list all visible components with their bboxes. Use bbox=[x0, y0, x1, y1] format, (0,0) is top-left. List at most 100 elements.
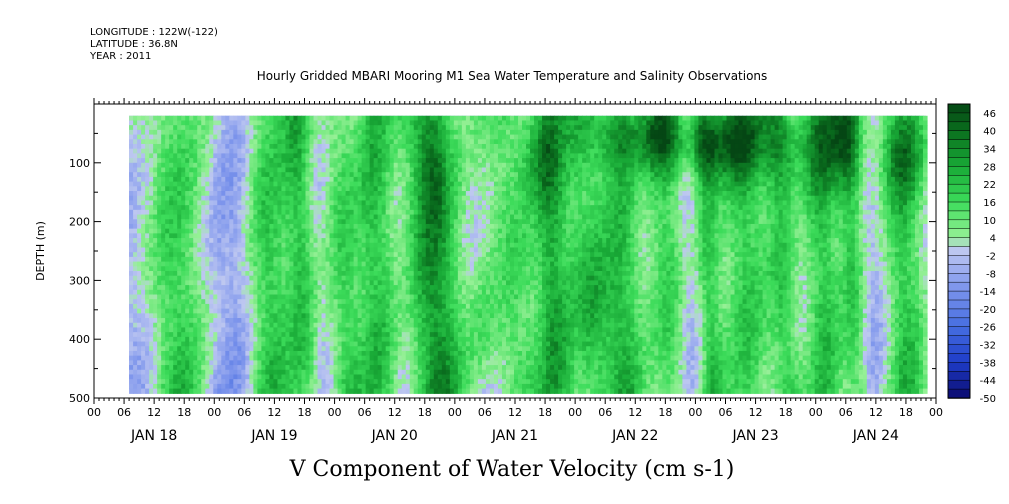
heatmap-cell bbox=[329, 369, 335, 376]
heatmap-cell bbox=[141, 332, 146, 338]
heatmap-cell bbox=[265, 360, 271, 366]
heatmap-cell bbox=[189, 176, 194, 183]
heatmap-cell bbox=[413, 195, 419, 202]
heatmap-cell bbox=[153, 158, 158, 164]
heatmap-cell bbox=[429, 134, 435, 140]
heatmap-cell bbox=[169, 261, 174, 267]
heatmap-cell bbox=[193, 252, 198, 258]
heatmap-cell bbox=[305, 191, 311, 197]
heatmap-cell bbox=[341, 200, 347, 206]
heatmap-cell bbox=[209, 285, 214, 291]
heatmap-cell bbox=[261, 120, 267, 126]
heatmap-cell bbox=[369, 134, 375, 140]
heatmap-cell bbox=[413, 365, 419, 371]
heatmap-cell bbox=[337, 200, 343, 206]
heatmap-cell bbox=[277, 134, 283, 140]
heatmap-cell bbox=[205, 125, 210, 131]
heatmap-cell bbox=[349, 299, 355, 305]
heatmap-cell bbox=[421, 181, 427, 187]
heatmap-cell bbox=[429, 176, 435, 183]
heatmap-cell bbox=[257, 209, 262, 216]
heatmap-cell bbox=[221, 299, 226, 305]
heatmap-cell bbox=[129, 360, 134, 366]
heatmap-cell bbox=[281, 318, 287, 324]
heatmap-cell bbox=[193, 120, 198, 126]
heatmap-cell bbox=[297, 120, 303, 126]
heatmap-cell bbox=[433, 129, 439, 136]
heatmap-cell bbox=[325, 280, 331, 286]
heatmap-cell bbox=[361, 336, 367, 343]
heatmap-cell bbox=[209, 388, 214, 394]
heatmap-cell bbox=[169, 289, 174, 296]
heatmap-cell bbox=[373, 162, 379, 169]
heatmap-cell bbox=[377, 228, 383, 234]
heatmap-cell bbox=[157, 313, 162, 319]
heatmap-cell bbox=[313, 289, 319, 296]
heatmap-cell bbox=[409, 186, 415, 192]
heatmap-cell bbox=[265, 270, 271, 277]
heatmap-cell bbox=[309, 205, 315, 211]
heatmap-cell bbox=[397, 181, 403, 187]
heatmap-cell bbox=[233, 200, 238, 206]
heatmap-cell bbox=[301, 261, 307, 267]
heatmap-cell bbox=[425, 158, 431, 164]
heatmap-cell bbox=[269, 186, 275, 192]
heatmap-cell bbox=[133, 261, 138, 267]
heatmap-cell bbox=[193, 115, 198, 122]
heatmap-cell bbox=[321, 181, 327, 187]
heatmap-cell bbox=[329, 200, 335, 206]
heatmap-cell bbox=[349, 252, 355, 258]
heatmap-cell bbox=[245, 336, 250, 343]
heatmap-cell bbox=[409, 285, 415, 291]
heatmap-cell bbox=[157, 139, 162, 145]
heatmap-cell bbox=[213, 205, 218, 211]
heatmap-cell bbox=[461, 341, 467, 347]
heatmap-cell bbox=[341, 205, 347, 211]
heatmap-cell bbox=[409, 209, 415, 216]
heatmap-cell bbox=[321, 219, 327, 225]
heatmap-cell bbox=[369, 223, 375, 230]
heatmap-cell bbox=[281, 308, 287, 314]
heatmap-cell bbox=[393, 289, 399, 296]
heatmap-cell bbox=[409, 369, 415, 376]
heatmap-cell bbox=[265, 153, 271, 159]
heatmap-cell bbox=[445, 153, 451, 159]
heatmap-cell bbox=[413, 355, 419, 361]
heatmap-cell bbox=[337, 129, 343, 136]
heatmap-cell bbox=[409, 289, 415, 296]
heatmap-cell bbox=[401, 303, 407, 310]
heatmap-cell bbox=[169, 308, 174, 314]
heatmap-cell bbox=[277, 176, 283, 183]
heatmap-cell bbox=[401, 350, 407, 357]
heatmap-cell bbox=[285, 388, 291, 394]
heatmap-cell bbox=[253, 318, 258, 324]
heatmap-cell bbox=[317, 186, 323, 192]
heatmap-cell bbox=[165, 374, 170, 380]
heatmap-cell bbox=[437, 247, 443, 253]
heatmap-cell bbox=[281, 233, 287, 239]
heatmap-cell bbox=[381, 270, 387, 277]
heatmap-cell bbox=[385, 285, 391, 291]
heatmap-cell bbox=[177, 261, 182, 267]
heatmap-cell bbox=[229, 252, 234, 258]
heatmap-cell bbox=[337, 158, 343, 164]
heatmap-cell bbox=[217, 143, 222, 150]
heatmap-cell bbox=[237, 162, 242, 169]
heatmap-cell bbox=[185, 120, 190, 126]
heatmap-cell bbox=[357, 172, 363, 178]
heatmap-cell bbox=[233, 167, 238, 173]
heatmap-cell bbox=[321, 115, 327, 122]
heatmap-cell bbox=[173, 327, 178, 333]
heatmap-cell bbox=[269, 341, 275, 347]
heatmap-cell bbox=[129, 350, 134, 357]
heatmap-cell bbox=[157, 266, 162, 272]
heatmap-cell bbox=[289, 294, 295, 300]
heatmap-cell bbox=[333, 285, 339, 291]
heatmap-cell bbox=[301, 195, 307, 202]
heatmap-cell bbox=[429, 369, 435, 376]
heatmap-cell bbox=[205, 172, 210, 178]
heatmap-cell bbox=[397, 374, 403, 380]
heatmap-cell bbox=[269, 365, 275, 371]
heatmap-cell bbox=[129, 261, 134, 267]
heatmap-cell bbox=[253, 242, 258, 249]
